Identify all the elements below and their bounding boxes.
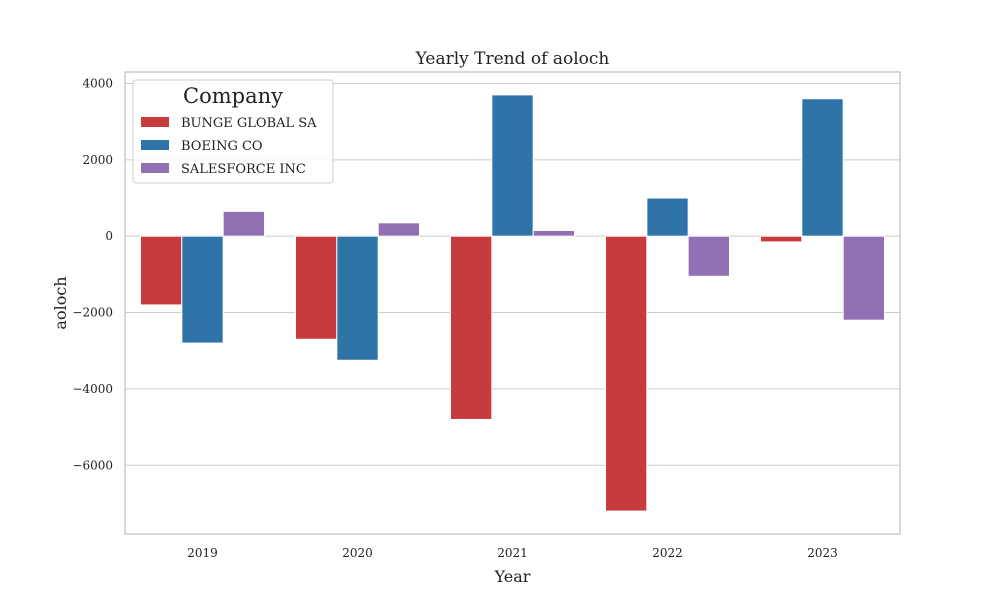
- legend-box: [132, 79, 334, 184]
- y-tick-label: 2000: [82, 153, 113, 167]
- y-tick-label: −6000: [72, 458, 113, 472]
- bar: [842, 235, 886, 321]
- x-tick-label: 2022: [652, 546, 683, 560]
- bar: [377, 222, 420, 237]
- chart-title: Yearly Trend of aoloch: [415, 49, 610, 69]
- x-tick-label: 2023: [807, 546, 838, 560]
- bar: [181, 235, 224, 344]
- legend-swatch: [141, 163, 169, 173]
- bar: [687, 235, 731, 277]
- bar: [491, 94, 534, 237]
- legend-label: BOEING CO: [181, 139, 263, 154]
- legend-items: BUNGE GLOBAL SA BOEING CO SALESFORCE INC: [141, 116, 317, 177]
- y-axis-label: aoloch: [51, 276, 70, 329]
- legend: Company BUNGE GLOBAL SA BOEING CO SALESFOR…: [132, 79, 334, 184]
- x-tick-label: 2021: [497, 546, 528, 560]
- y-tick-label: 0: [105, 229, 113, 243]
- bar: [605, 235, 648, 512]
- y-tick-label: −2000: [72, 306, 113, 320]
- x-tick-label: 2019: [187, 546, 218, 560]
- bar: [646, 197, 689, 237]
- legend-swatch: [141, 140, 169, 150]
- legend-label: SALESFORCE INC: [181, 162, 306, 177]
- legend-swatch: [141, 117, 169, 127]
- bar: [140, 235, 183, 306]
- bar: [760, 235, 803, 243]
- plot-frame: [124, 71, 901, 535]
- bar: [336, 235, 379, 361]
- bar: [295, 235, 338, 340]
- bars: [140, 94, 886, 512]
- legend-title: Company: [183, 84, 283, 108]
- x-tick-label: 2020: [342, 546, 373, 560]
- tick-labels: 4000 2000 0 −2000 −4000 −6000 2019 2020 2021 2022…: [72, 76, 837, 560]
- bar: [532, 229, 576, 237]
- y-tick-label: 4000: [82, 76, 113, 90]
- bar: [801, 98, 844, 237]
- bar: [450, 235, 493, 420]
- legend-label: BUNGE GLOBAL SA: [181, 116, 317, 131]
- x-axis-label: Year: [494, 567, 531, 586]
- bar: [222, 210, 266, 237]
- y-tick-label: −4000: [72, 382, 113, 396]
